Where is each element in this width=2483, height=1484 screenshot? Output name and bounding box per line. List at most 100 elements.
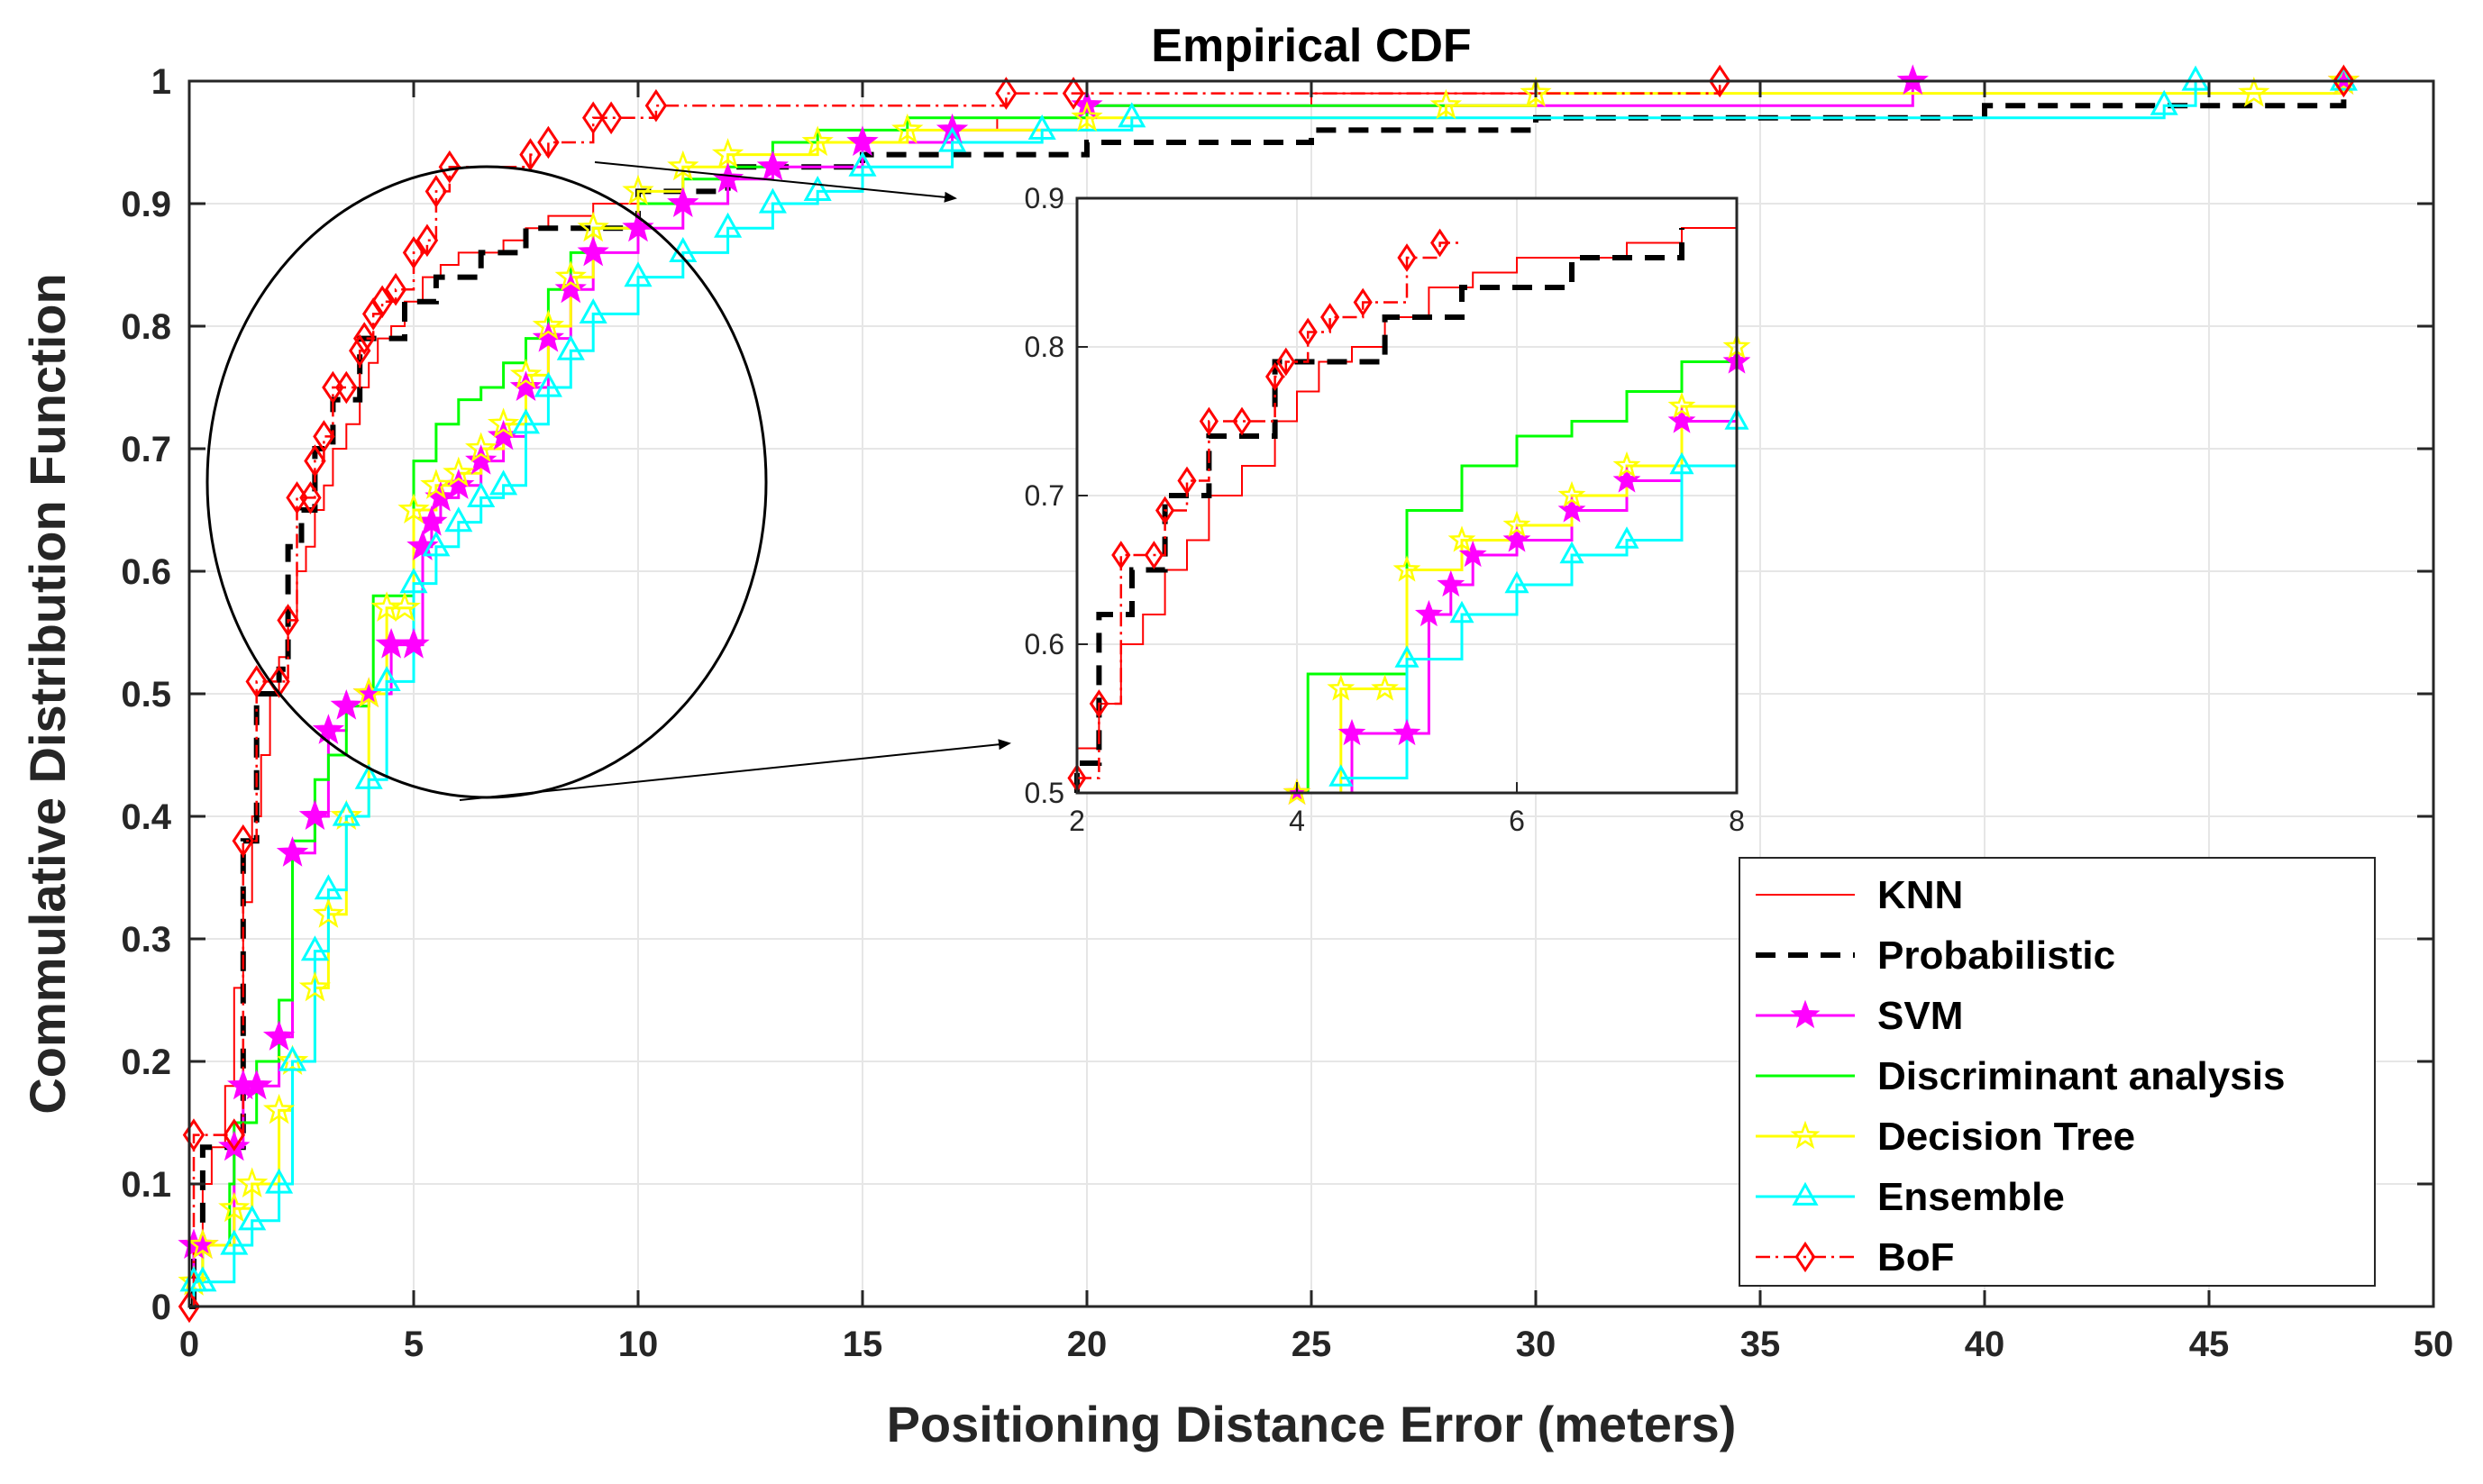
inset-data-marker [1429, 228, 1450, 258]
x-tick-label: 5 [404, 1325, 424, 1364]
x-tick-label: 20 [1067, 1325, 1108, 1364]
inset-series-line-ensemble [1340, 421, 1739, 779]
data-marker [444, 506, 473, 533]
data-marker [330, 799, 362, 831]
x-tick-label: 30 [1516, 1325, 1556, 1364]
inset-data-marker [1155, 496, 1175, 525]
inset-data-marker [1337, 718, 1366, 746]
data-marker [335, 370, 358, 405]
data-marker [2181, 65, 2210, 91]
inset-data-marker [1614, 526, 1639, 549]
zoom-arrow-bottom [459, 739, 1011, 801]
data-marker [384, 272, 407, 306]
inset-data-marker [1353, 287, 1373, 317]
inset-data-marker [1144, 541, 1164, 569]
data-marker [397, 627, 430, 659]
data-marker [1071, 101, 1103, 132]
data-marker [487, 407, 520, 438]
data-marker [509, 370, 543, 402]
inset-data-marker [1177, 466, 1197, 496]
inset-data-marker [1437, 569, 1465, 597]
y-tick-label: 0.5 [121, 675, 171, 715]
x-tick-label: 50 [2414, 1325, 2454, 1364]
data-marker [1429, 88, 1463, 120]
data-marker [388, 591, 421, 622]
data-marker [577, 211, 609, 242]
inset-data-marker [1667, 391, 1696, 419]
data-marker [298, 970, 332, 1002]
data-marker [298, 799, 332, 831]
data-marker [667, 150, 699, 181]
legend-label: Ensemble [1877, 1175, 2065, 1219]
chart-title: Empirical CDF [1151, 20, 1471, 72]
legend-marker [1792, 1181, 1819, 1206]
x-axis-label: Positioning Distance Error (meters) [887, 1396, 1737, 1452]
data-marker [399, 568, 428, 594]
data-marker [312, 714, 345, 744]
data-marker [370, 285, 394, 319]
data-marker [1708, 64, 1731, 98]
data-marker [372, 666, 401, 691]
data-marker [938, 126, 967, 152]
data-marker [801, 125, 834, 157]
inset-series-line-bof [1077, 241, 1462, 779]
inset-series [1067, 213, 1751, 806]
main-series [178, 64, 2360, 1324]
data-marker [511, 408, 541, 434]
data-marker [223, 1118, 246, 1152]
inset-data-marker [1111, 541, 1131, 569]
inset-data-marker [1392, 718, 1421, 746]
series-line-ensemble [189, 79, 2344, 1308]
data-marker [2150, 89, 2178, 115]
y-tick-label: 0.4 [121, 797, 171, 837]
data-marker [353, 322, 376, 355]
data-marker [415, 223, 439, 258]
data-marker [2238, 76, 2270, 107]
data-marker [438, 150, 461, 184]
inset-data-marker [1328, 764, 1354, 787]
inset-data-marker [1504, 570, 1529, 594]
inset-plot: 2 4 6 8 0.5 0.6 0.7 0.8 0.9 [1025, 182, 1751, 837]
legend-marker [1794, 1241, 1816, 1273]
data-marker [276, 836, 309, 867]
data-marker [313, 420, 335, 453]
data-marker [1062, 77, 1085, 110]
inset-y-tick-label: 0.5 [1025, 777, 1064, 809]
data-marker [891, 113, 924, 144]
data-marker [644, 88, 668, 123]
data-marker [420, 469, 452, 499]
legend-label: BoF [1877, 1235, 1955, 1279]
y-tick-label: 0.7 [121, 430, 171, 469]
inset-data-marker [1371, 674, 1400, 701]
data-marker [220, 1229, 249, 1255]
data-marker [397, 493, 430, 524]
y-tick-label: 0.3 [121, 920, 171, 960]
y-tick-label: 0.2 [121, 1042, 171, 1082]
inset-data-marker [1447, 525, 1476, 552]
data-marker [354, 763, 383, 789]
data-marker [758, 187, 787, 214]
inset-data-marker [1232, 406, 1252, 436]
zoom-arrow-top [594, 161, 957, 203]
data-marker [534, 371, 562, 397]
data-marker [277, 604, 299, 637]
data-marker [443, 456, 475, 487]
x-tick-label: 15 [843, 1325, 883, 1364]
data-marker [276, 1044, 309, 1076]
data-marker [509, 358, 543, 389]
data-marker [803, 176, 832, 201]
data-marker [554, 260, 587, 291]
y-tick-label: 0.6 [121, 552, 171, 592]
inset-data-marker [1276, 347, 1296, 377]
inset-y-tick-label: 0.9 [1025, 182, 1064, 214]
legend-box [1739, 857, 2376, 1287]
data-marker [2329, 65, 2358, 91]
inset-series-line-probabilistic [1074, 228, 1684, 793]
data-marker [848, 150, 877, 177]
data-marker [1027, 114, 1056, 140]
data-marker [622, 174, 654, 205]
data-marker [465, 432, 498, 463]
data-marker [422, 531, 451, 557]
series-line-probabilistic [189, 81, 2347, 1309]
